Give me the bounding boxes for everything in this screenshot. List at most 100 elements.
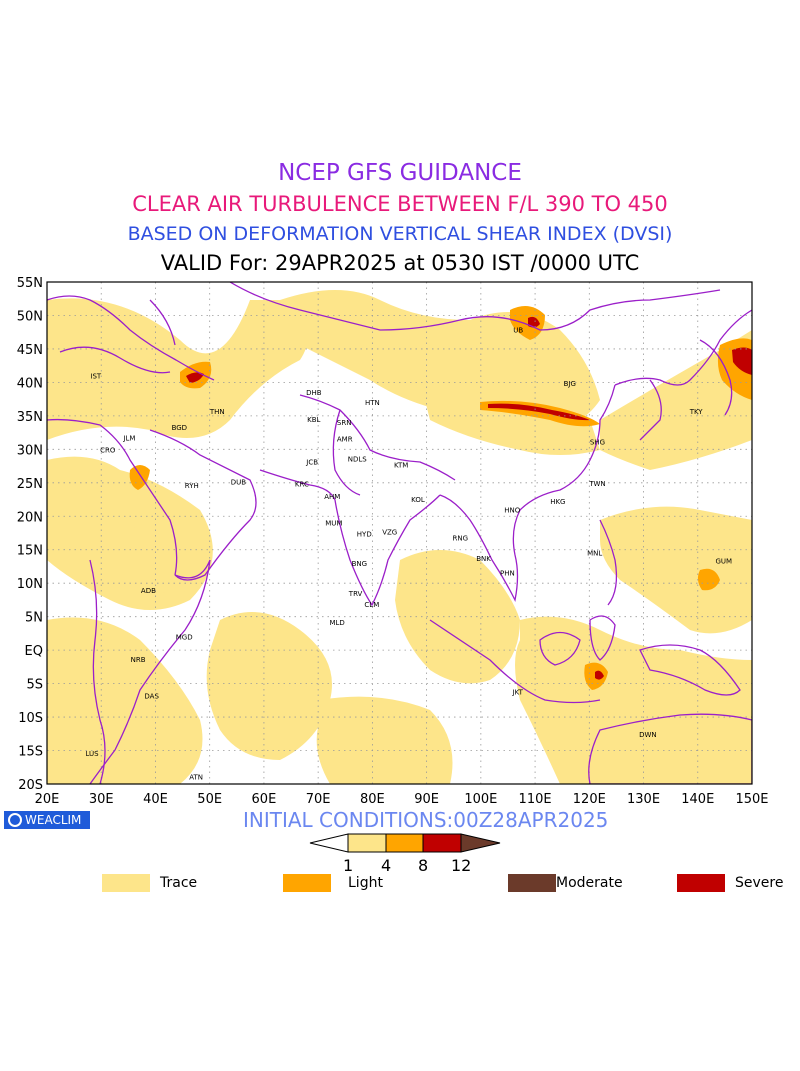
initial-conditions: INITIAL CONDITIONS:00Z28APR2025 (243, 808, 609, 832)
city-label-mgd: MGD (176, 634, 193, 642)
weaclim-logo: WEACLIM (4, 811, 90, 829)
colorbar-tick-1: 1 (343, 856, 354, 875)
title-method: BASED ON DEFORMATION VERTICAL SHEAR INDE… (127, 223, 673, 245)
city-label-ryh: RYH (185, 482, 199, 490)
city-label-kbl: KBL (307, 416, 320, 424)
city-label-rng: RNG (452, 535, 468, 543)
lon-tick-label: 30E (89, 792, 114, 807)
lon-tick-label: 60E (252, 792, 277, 807)
city-label-clm: CLM (364, 601, 379, 609)
colorbar-severe-bin (422, 833, 462, 853)
lon-tick-label: 110E (519, 792, 552, 807)
city-label-jlm: JLM (122, 434, 135, 442)
city-label-vzg: VZG (382, 529, 397, 537)
city-label-phn: PHN (500, 569, 515, 577)
title-product: CLEAR AIR TURBULENCE BETWEEN F/L 390 TO … (132, 192, 668, 216)
city-label-dhb: DHB (306, 389, 322, 397)
city-label-cro: CRO (100, 446, 116, 454)
lat-tick-label: 45N (17, 343, 43, 358)
colorbar-tick-8: 8 (418, 856, 429, 875)
country-boundaries (47, 282, 752, 784)
lat-tick-label: 50N (17, 309, 43, 324)
city-label-bng: BNG (352, 560, 367, 568)
legend-swatch-moderate (508, 874, 556, 892)
city-label-dwn: DWN (639, 731, 657, 739)
city-label-tky: TKY (689, 408, 704, 416)
city-label-mnl: MNL (587, 549, 602, 557)
city-label-amr: AMR (337, 436, 353, 444)
lon-tick-label: 70E (306, 792, 331, 807)
lat-tick-label: 40N (17, 376, 43, 391)
trace-regions (47, 290, 752, 784)
city-label-ist: IST (90, 373, 102, 381)
legend-label-moderate: Moderate (556, 875, 623, 891)
lat-tick-label: 25N (17, 477, 43, 492)
logo-text: WEACLIM (25, 813, 82, 827)
lat-tick-label: 55N (17, 276, 43, 291)
lat-tick-label: 20N (17, 510, 43, 525)
city-label-hno: HNO (504, 507, 521, 515)
map-content: IST BGD THN DHB HTN KBL SRN CRO JLM AMR JCB NDLS KTM… (47, 282, 752, 784)
legend-label-light: Light (348, 875, 383, 891)
title-valid-time: VALID For: 29APR2025 at 0530 IST /0000 U… (160, 251, 640, 275)
legend-swatch-trace (102, 874, 150, 892)
lon-tick-label: 100E (464, 792, 497, 807)
lon-tick-label: 20E (35, 792, 60, 807)
lat-tick-label: 10S (18, 711, 43, 726)
colorbar-over-triangle (460, 833, 501, 853)
lon-tick-label: 120E (573, 792, 606, 807)
map-frame (46, 281, 753, 785)
city-label-das: DAS (144, 693, 159, 701)
lat-tick-label: 5N (25, 611, 43, 626)
colorbar-tick-12: 12 (451, 856, 472, 875)
city-label-thn: THN (209, 408, 225, 416)
legend-label-trace: Trace (160, 875, 198, 891)
lat-tick-label: 30N (17, 443, 43, 458)
city-label-hkg: HKG (550, 498, 565, 506)
city-label-trv: TRV (348, 590, 363, 598)
city-label-kol: KOL (411, 496, 425, 504)
lon-tick-label: 50E (197, 792, 222, 807)
colorbar (309, 833, 501, 853)
lat-tick-label: 20S (18, 778, 43, 793)
colorbar-light-bin (385, 833, 424, 853)
city-label-gum: GUM (716, 557, 733, 565)
city-label-krc: KRC (295, 480, 309, 488)
colorbar-trace-bin (347, 833, 387, 853)
latitude-labels: 55N 50N 45N 40N 35N 30N 25N 20N 15N 10N 5N EQ 5S 10S 1… (17, 276, 43, 793)
city-label-ahm: AHM (324, 493, 340, 501)
city-label-ktm: KTM (394, 462, 408, 470)
city-label-atn: ATN (189, 774, 203, 782)
city-label-jcb: JCB (305, 458, 318, 466)
city-labels: IST BGD THN DHB HTN KBL SRN CRO JLM AMR JCB NDLS KTM… (85, 327, 732, 782)
lon-tick-label: 80E (360, 792, 385, 807)
city-label-mum: MUM (325, 519, 342, 527)
lat-tick-label: EQ (25, 644, 43, 659)
logo-ring-icon (8, 813, 22, 827)
city-label-htn: HTN (365, 399, 380, 407)
legend-swatch-light (283, 874, 331, 892)
city-label-nrb: NRB (131, 656, 146, 664)
city-label-jkt: JKT (512, 689, 524, 697)
city-label-ndls: NDLS (348, 456, 368, 464)
city-label-ub: UB (513, 327, 523, 335)
city-label-lus: LUS (85, 750, 99, 758)
legend-swatch-severe (677, 874, 725, 892)
lat-tick-label: 15N (17, 544, 43, 559)
city-label-bgd: BGD (172, 424, 188, 432)
city-label-twn: TWN (588, 480, 605, 488)
colorbar-tick-4: 4 (381, 856, 392, 875)
graticule (47, 282, 752, 784)
lat-tick-label: 10N (17, 577, 43, 592)
longitude-labels: 20E 30E 40E 50E 60E 70E 80E 90E 100E 110E 120E 130E… (35, 792, 769, 807)
legend-label-severe: Severe (735, 875, 784, 891)
city-label-hyd: HYD (357, 531, 372, 539)
city-label-bnk: BNK (476, 555, 491, 563)
city-label-shg: SHG (590, 438, 605, 446)
lat-tick-label: 15S (18, 745, 43, 760)
lat-tick-label: 5S (26, 678, 43, 693)
city-label-mld: MLD (329, 619, 344, 627)
city-label-adb: ADB (141, 587, 156, 595)
